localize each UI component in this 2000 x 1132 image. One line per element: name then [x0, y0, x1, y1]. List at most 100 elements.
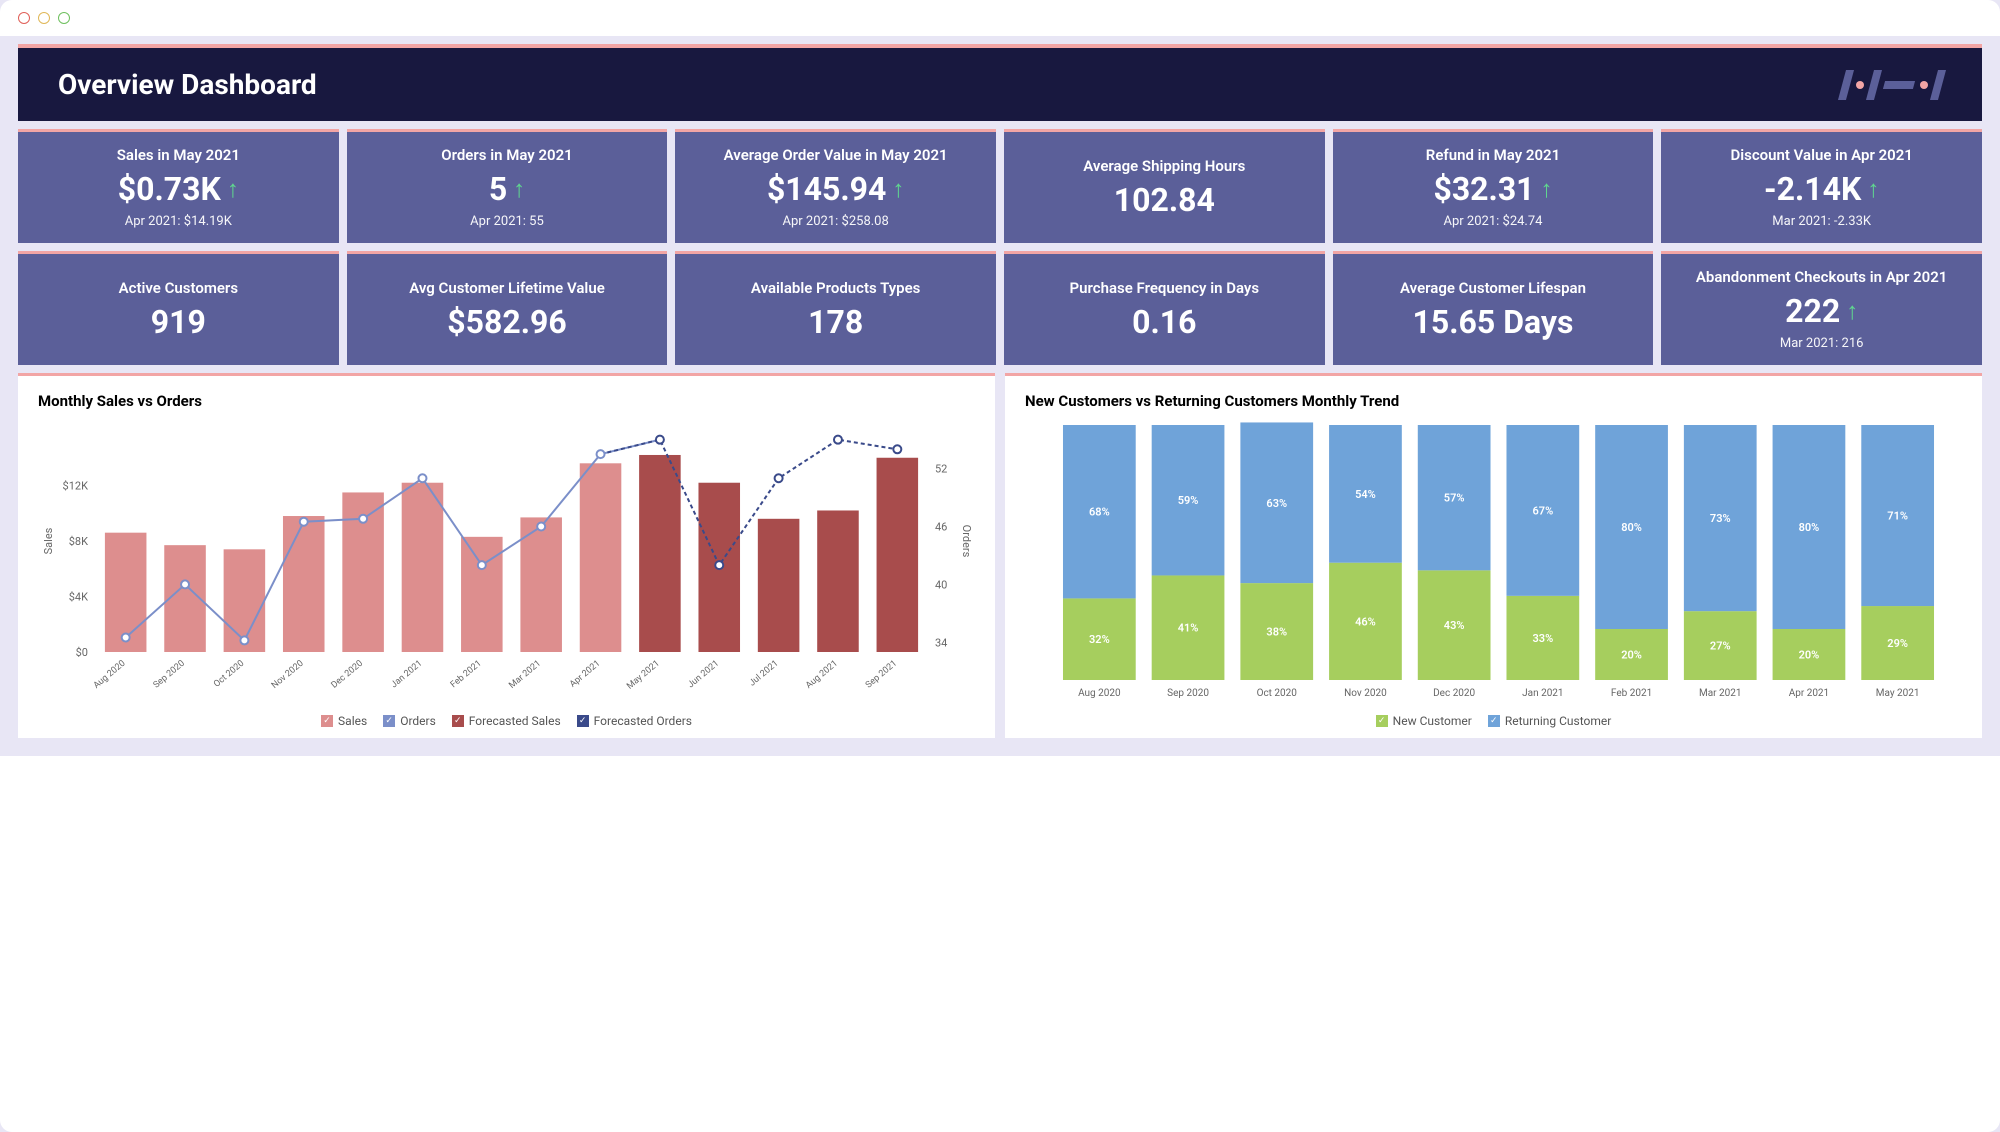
kpi-card-subtitle: Apr 2021: $24.74 — [1444, 214, 1543, 229]
trend-up-icon: ↑ — [227, 175, 239, 204]
svg-text:Sep 2020: Sep 2020 — [152, 659, 187, 691]
kpi-card-value: 919 — [151, 303, 206, 341]
minimize-icon[interactable] — [38, 12, 50, 24]
chart-canvas: $0$4K$8K$12K34404652Aug 2020Sep 2020Oct … — [38, 420, 975, 710]
legend-item: ✓Returning Customer — [1488, 714, 1611, 728]
svg-text:Sales: Sales — [42, 527, 55, 554]
svg-text:Dec 2020: Dec 2020 — [330, 659, 365, 691]
kpi-card-title: Average Shipping Hours — [1083, 157, 1245, 175]
app-window: Overview Dashboard Sales in May 2021 $0.7… — [0, 0, 2000, 1132]
svg-text:Mar 2021: Mar 2021 — [507, 659, 543, 691]
legend-item: ✓Forecasted Sales — [452, 714, 561, 728]
kpi-card-value: 178 — [808, 303, 863, 341]
svg-text:57%: 57% — [1444, 492, 1465, 505]
svg-text:Aug 2020: Aug 2020 — [92, 659, 128, 691]
svg-text:Aug 2021: Aug 2021 — [804, 659, 840, 691]
maximize-icon[interactable] — [58, 12, 70, 24]
svg-text:54%: 54% — [1355, 488, 1376, 501]
kpi-card-value: $32.31↑ — [1433, 170, 1552, 208]
svg-text:32%: 32% — [1089, 633, 1110, 646]
kpi-card: Average Shipping Hours 102.84 — [1004, 129, 1325, 243]
svg-text:73%: 73% — [1710, 512, 1731, 525]
kpi-card-subtitle: Apr 2021: $258.08 — [783, 214, 889, 229]
svg-text:Sep 2021: Sep 2021 — [864, 659, 899, 691]
svg-text:Orders: Orders — [960, 525, 973, 558]
dashboard-content: Overview Dashboard Sales in May 2021 $0.7… — [0, 36, 2000, 756]
svg-text:80%: 80% — [1621, 521, 1642, 534]
kpi-card-title: Discount Value in Apr 2021 — [1730, 146, 1912, 164]
kpi-card-value: 15.65 Days — [1413, 303, 1574, 341]
svg-text:20%: 20% — [1621, 649, 1642, 662]
svg-text:Feb 2021: Feb 2021 — [449, 659, 484, 691]
kpi-card-title: Refund in May 2021 — [1426, 146, 1560, 164]
svg-text:$0: $0 — [76, 646, 88, 659]
close-icon[interactable] — [18, 12, 30, 24]
kpi-card: Refund in May 2021 $32.31↑ Apr 2021: $24.7… — [1333, 129, 1654, 243]
svg-text:May 2021: May 2021 — [625, 659, 662, 692]
kpi-card: Abandonment Checkouts in Apr 2021222↑Mar… — [1661, 251, 1982, 365]
kpi-card-title: Active Customers — [119, 279, 238, 297]
chart-legend: ✓New Customer✓Returning Customer — [1025, 714, 1962, 728]
customers-trend-chart: New Customers vs Returning Customers Mon… — [1005, 373, 1982, 738]
svg-text:46: 46 — [935, 521, 947, 534]
kpi-card-title: Orders in May 2021 — [441, 146, 572, 164]
kpi-card: Orders in May 20215↑Apr 2021: 55 — [347, 129, 668, 243]
svg-text:63%: 63% — [1266, 497, 1287, 510]
svg-text:Jan 2021: Jan 2021 — [1522, 688, 1563, 699]
svg-text:Sep 2020: Sep 2020 — [1167, 688, 1209, 699]
kpi-card: Available Products Types178 — [675, 251, 996, 365]
svg-text:$8K: $8K — [69, 535, 88, 548]
trend-up-icon: ↑ — [1846, 297, 1858, 326]
sales-orders-chart: Monthly Sales vs Orders $0$4K$8K$12K3440… — [18, 373, 995, 738]
kpi-card-value: $0.73K↑ — [118, 170, 239, 208]
svg-text:41%: 41% — [1178, 622, 1199, 635]
svg-text:Apr 2021: Apr 2021 — [1789, 688, 1830, 699]
svg-text:33%: 33% — [1533, 632, 1554, 645]
svg-text:Oct 2020: Oct 2020 — [212, 659, 246, 690]
kpi-card-value: $145.94↑ — [767, 170, 904, 208]
svg-text:46%: 46% — [1355, 615, 1376, 628]
svg-text:Jan 2021: Jan 2021 — [389, 659, 424, 691]
kpi-card-value: 5↑ — [489, 170, 525, 208]
svg-text:20%: 20% — [1799, 649, 1820, 662]
svg-text:$4K: $4K — [69, 591, 88, 604]
svg-text:68%: 68% — [1089, 506, 1110, 519]
titlebar — [0, 0, 2000, 36]
trend-up-icon: ↑ — [1867, 175, 1879, 204]
kpi-card: Sales in May 2021$0.73K↑Apr 2021: $14.19… — [18, 129, 339, 243]
svg-text:59%: 59% — [1178, 494, 1199, 507]
kpi-card: Avg Customer Lifetime Value$582.96 — [347, 251, 668, 365]
svg-text:Nov 2020: Nov 2020 — [1344, 688, 1387, 699]
kpi-card: Purchase Frequency in Days0.16 — [1004, 251, 1325, 365]
svg-text:$12K: $12K — [63, 480, 89, 493]
kpi-card-title: Average Customer Lifespan — [1400, 279, 1586, 297]
kpi-card-title: Sales in May 2021 — [117, 146, 240, 164]
svg-text:Nov 2020: Nov 2020 — [270, 659, 306, 691]
kpi-card-subtitle: Mar 2021: 216 — [1780, 336, 1864, 351]
svg-text:Dec 2020: Dec 2020 — [1433, 688, 1475, 699]
chart-title: New Customers vs Returning Customers Mon… — [1025, 392, 1962, 410]
svg-text:38%: 38% — [1266, 626, 1287, 639]
kpi-card: Active Customers 919 — [18, 251, 339, 365]
trend-up-icon: ↑ — [513, 175, 525, 204]
kpi-card-title: Average Order Value in May 2021 — [724, 146, 948, 164]
logo-icon — [1842, 70, 1942, 100]
dashboard-header: Overview Dashboard — [18, 44, 1982, 121]
legend-item: ✓Orders — [383, 714, 436, 728]
kpi-card-value: 102.84 — [1114, 181, 1215, 219]
kpi-card-title: Avg Customer Lifetime Value — [409, 279, 605, 297]
kpi-card: Average Customer Lifespan 15.65 Days — [1333, 251, 1654, 365]
svg-text:80%: 80% — [1799, 521, 1820, 534]
trend-up-icon: ↑ — [1541, 175, 1553, 204]
legend-item: ✓Sales — [321, 714, 367, 728]
svg-text:Oct 2020: Oct 2020 — [1257, 688, 1298, 699]
chart-canvas: 32%68%Aug 202041%59%Sep 202038%63%Oct 20… — [1025, 420, 1962, 710]
kpi-cards-row-1: Sales in May 2021$0.73K↑Apr 2021: $14.19… — [18, 129, 1982, 243]
legend-item: ✓Forecasted Orders — [577, 714, 692, 728]
kpi-card-value: 222↑ — [1785, 292, 1858, 330]
kpi-cards-row-2: Active Customers 919 Avg Customer Lifetime… — [18, 251, 1982, 365]
svg-text:May 2021: May 2021 — [1876, 688, 1920, 699]
svg-text:71%: 71% — [1887, 510, 1908, 523]
svg-text:Apr 2021: Apr 2021 — [568, 659, 602, 690]
kpi-card: Average Order Value in May 2021 $145.94↑ A… — [675, 129, 996, 243]
